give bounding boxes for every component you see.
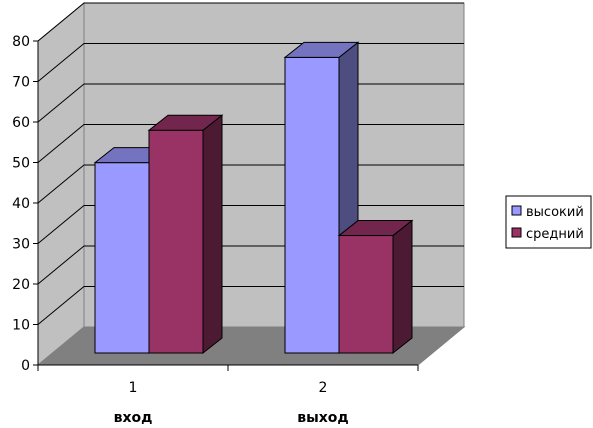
bar-side bbox=[392, 219, 413, 355]
bar-высокий-2 bbox=[284, 56, 340, 354]
bars bbox=[93, 41, 414, 355]
y-tick-label: 70 bbox=[12, 75, 30, 91]
y-tick-label: 50 bbox=[12, 156, 30, 172]
y-tick-label: 10 bbox=[12, 318, 30, 334]
legend-label: средний bbox=[526, 227, 584, 242]
group-label: выход bbox=[297, 410, 348, 426]
y-tick-label: 80 bbox=[12, 34, 30, 50]
bar-высокий-1 bbox=[94, 162, 150, 354]
legend-box bbox=[505, 195, 592, 249]
axes bbox=[33, 40, 419, 371]
bar-top bbox=[283, 41, 360, 58]
legend-swatch-высокий bbox=[511, 205, 522, 216]
bar-средний-2 bbox=[338, 235, 394, 354]
bar-top bbox=[337, 220, 414, 237]
legend: высокий средний bbox=[505, 195, 592, 249]
legend-swatch-средний bbox=[511, 227, 522, 238]
axis-labels: 0 10 20 30 40 50 60 70 80 1 вход 2 выход bbox=[12, 34, 349, 426]
y-tick-label: 0 bbox=[21, 358, 30, 374]
legend-label: высокий bbox=[526, 205, 584, 220]
bar-top bbox=[147, 114, 224, 131]
x-tick-label: 1 bbox=[129, 380, 138, 396]
group-label: вход bbox=[114, 410, 153, 426]
y-tick-label: 40 bbox=[12, 196, 30, 212]
bar-средний-1 bbox=[148, 129, 204, 354]
y-tick-label: 60 bbox=[12, 115, 30, 131]
y-tick-label: 30 bbox=[12, 237, 30, 253]
gridline bbox=[37, 2, 464, 42]
x-tick-label: 2 bbox=[319, 380, 328, 396]
y-tick-label: 20 bbox=[12, 277, 30, 293]
bar-side bbox=[202, 114, 223, 355]
